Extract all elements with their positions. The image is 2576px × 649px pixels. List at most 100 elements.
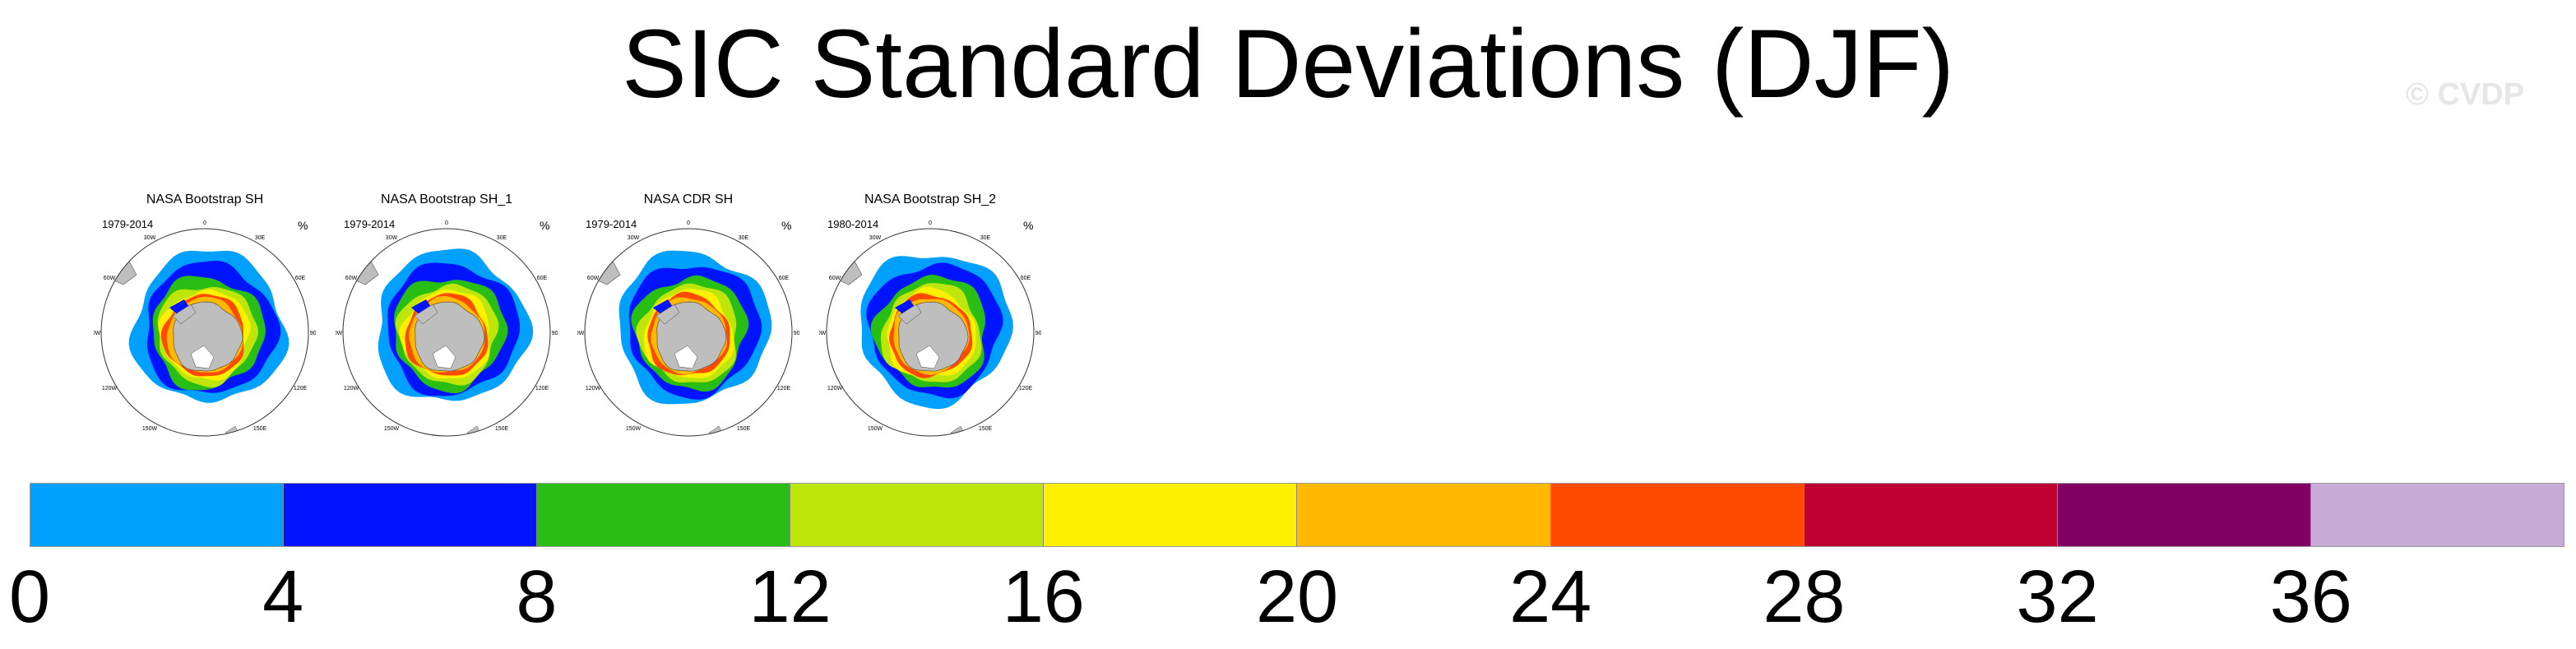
map-boundary <box>100 228 309 437</box>
colorbar-segment <box>1296 484 1550 546</box>
longitude-label: 150W <box>626 426 642 432</box>
ross-ice-shelf <box>432 345 456 369</box>
new-zealand-land <box>950 425 966 436</box>
antarctic-peninsula <box>414 304 438 325</box>
antarctic-peninsula <box>656 304 680 325</box>
longitude-label: 120W <box>344 386 359 392</box>
figure-title: SIC Standard Deviations (DJF) <box>622 10 1954 118</box>
longitude-label: 0 <box>929 220 932 226</box>
map-content <box>585 241 772 436</box>
longitude-label: 0 <box>203 220 206 226</box>
map-boundary <box>342 228 551 437</box>
longitude-label: 30W <box>386 235 398 241</box>
longitude-label: 150W <box>384 426 400 432</box>
cvdp-watermark: © CVDP <box>2406 77 2525 112</box>
colorbar-segment <box>30 484 284 546</box>
colorbar-tick-label: 16 <box>1002 556 1085 638</box>
longitude-label: 150E <box>979 426 993 432</box>
antarctic-peninsula <box>172 304 197 325</box>
colorbar-segment <box>1803 484 2057 546</box>
antarctic-peninsula <box>897 304 922 325</box>
map-panel: 030E60E90E120E150E180150W120W90W60W30W N… <box>94 192 316 439</box>
map-panel: 030E60E90E120E150E180150W120W90W60W30W N… <box>577 192 799 439</box>
longitude-label: 60E <box>537 276 548 281</box>
longitude-label: 60W <box>104 276 116 281</box>
longitude-label: 150E <box>737 426 751 432</box>
longitude-label: 90W <box>577 331 585 336</box>
colorbar-segment <box>790 484 1044 546</box>
panel-units: % <box>540 219 550 232</box>
polar-map: 030E60E90E120E150E180150W120W90W60W30W <box>94 220 316 437</box>
panel-units: % <box>298 219 308 232</box>
colorbar-tick-label: 20 <box>1255 556 1339 638</box>
longitude-label: 120E <box>535 386 549 392</box>
colorbar-tick-label: 0 <box>8 556 51 638</box>
colorbar-segment <box>2310 484 2564 546</box>
longitude-label: 150W <box>142 426 158 432</box>
panel-title: NASA Bootstrap SH <box>146 192 264 206</box>
longitude-label: 60E <box>1021 276 1031 281</box>
longitude-label: 30E <box>980 235 991 241</box>
colorbar-tick-label: 28 <box>1763 556 1846 638</box>
colorbar-tick-label: 32 <box>2016 556 2099 638</box>
new-zealand-land <box>225 425 241 436</box>
panel-years: 1979-2014 <box>344 218 396 230</box>
panel-years: 1979-2014 <box>102 218 154 230</box>
longitude-label: 90E <box>310 331 316 336</box>
map-content <box>827 241 1013 436</box>
polar-map: 030E60E90E120E150E180150W120W90W60W30W <box>336 220 558 437</box>
longitude-label: 30W <box>144 235 156 241</box>
longitude-label: 120E <box>1019 386 1033 392</box>
panel-units: % <box>781 219 792 232</box>
longitude-label: 90E <box>794 331 799 336</box>
longitude-label: 30W <box>628 235 640 241</box>
polar-map: 030E60E90E120E150E180150W120W90W60W30W <box>577 220 799 437</box>
panel-units: % <box>1023 219 1034 232</box>
longitude-label: 90W <box>819 331 827 336</box>
new-zealand-land <box>708 425 725 436</box>
longitude-label: 150E <box>253 426 267 432</box>
panel-years: 1980-2014 <box>827 218 879 230</box>
panel-title: NASA CDR SH <box>643 192 734 206</box>
polar-map: 030E60E90E120E150E180150W120W90W60W30W <box>819 220 1041 437</box>
new-zealand-land <box>466 425 483 436</box>
colorbar-tick-label: 36 <box>2269 556 2352 638</box>
panel-title: NASA Bootstrap SH_1 <box>380 192 513 206</box>
colorbar-tick-label: 24 <box>1509 556 1592 638</box>
map-panel: 030E60E90E120E150E180150W120W90W60W30W N… <box>336 192 558 439</box>
colorbar-segment <box>2056 484 2310 546</box>
colorbar <box>30 483 2564 547</box>
ross-ice-shelf <box>674 345 698 369</box>
longitude-label: 120W <box>827 386 843 392</box>
longitude-label: 0 <box>687 220 690 226</box>
map-boundary <box>826 228 1035 437</box>
colorbar-segment <box>1550 484 1804 546</box>
colorbar-tick-label: 12 <box>748 556 832 638</box>
map-boundary <box>584 228 793 437</box>
longitude-label: 60E <box>779 276 790 281</box>
longitude-label: 150W <box>868 426 883 432</box>
longitude-label: 90W <box>94 331 101 336</box>
longitude-label: 0 <box>445 220 448 226</box>
longitude-label: 60W <box>345 276 358 281</box>
ross-ice-shelf <box>190 345 215 369</box>
longitude-label: 150E <box>495 426 509 432</box>
longitude-label: 30E <box>497 235 507 241</box>
longitude-label: 120W <box>586 386 601 392</box>
longitude-label: 60W <box>587 276 600 281</box>
colorbar-segment <box>536 484 790 546</box>
longitude-label: 90W <box>336 331 343 336</box>
ross-ice-shelf <box>915 345 940 369</box>
longitude-label: 60W <box>829 276 841 281</box>
longitude-label: 120E <box>777 386 791 392</box>
longitude-label: 120W <box>102 386 118 392</box>
longitude-label: 120E <box>294 386 308 392</box>
colorbar-segment <box>283 484 537 546</box>
panel-title: NASA Bootstrap SH_2 <box>864 192 997 206</box>
map-content <box>343 241 534 436</box>
map-content <box>101 241 290 436</box>
longitude-label: 30E <box>739 235 749 241</box>
colorbar-tick-label: 8 <box>516 556 558 638</box>
panel-years: 1979-2014 <box>586 218 637 230</box>
longitude-label: 90E <box>552 331 558 336</box>
